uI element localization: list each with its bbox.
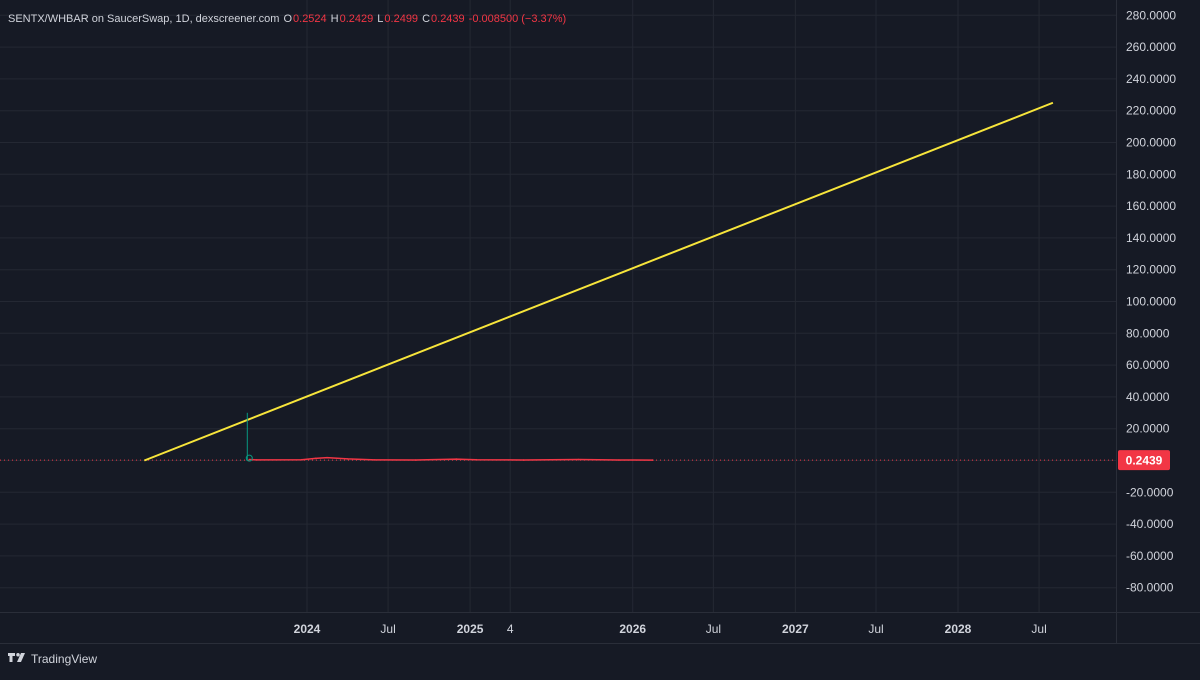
x-tick-label: 2028: [945, 622, 972, 636]
y-tick-label: 120.0000: [1126, 263, 1176, 277]
open-value-group: O 0.2524: [283, 13, 326, 25]
close-label: C: [422, 13, 431, 25]
y-tick-label: 180.0000: [1126, 167, 1176, 181]
x-tick-label: 2027: [782, 622, 809, 636]
low-value-group: L 0.2499: [377, 13, 418, 25]
price-point: [373, 459, 376, 461]
x-tick-label: 4: [507, 622, 514, 636]
close-value-group: C 0.2439: [422, 13, 465, 25]
price-point: [577, 458, 580, 461]
y-tick-label: 160.0000: [1126, 199, 1176, 213]
y-tick-label: 60.0000: [1126, 358, 1170, 372]
price-point: [346, 458, 349, 460]
high-value-group: H 0.2429: [331, 13, 374, 25]
low-label: L: [377, 13, 384, 25]
x-tick-label: Jul: [868, 622, 883, 636]
open-value: 0.2524: [293, 13, 327, 25]
y-tick-label: 240.0000: [1126, 72, 1176, 86]
high-value: 0.2429: [339, 13, 374, 25]
price-point: [248, 458, 251, 461]
grid-layer: [0, 0, 1116, 612]
tradingview-logo-icon: [8, 653, 25, 662]
low-value: 0.2499: [384, 13, 419, 25]
x-tick-label: Jul: [1031, 622, 1046, 636]
y-tick-label: -20.0000: [1126, 485, 1174, 499]
close-value: 0.2439: [431, 13, 465, 25]
x-tick-label: Jul: [380, 622, 395, 636]
price-point: [300, 458, 303, 461]
price-point: [522, 459, 525, 461]
y-tick-label: -60.0000: [1126, 549, 1174, 563]
last-price-label: 0.2439: [1126, 454, 1163, 468]
price-point: [326, 456, 328, 459]
x-tick-label: 2025: [457, 622, 484, 636]
symbol-title[interactable]: SENTX/WHBAR on SaucerSwap, 1D, dexscreen…: [8, 13, 280, 25]
tradingview-branding[interactable]: TradingView: [8, 652, 97, 666]
price-line: [249, 456, 653, 461]
y-tick-label: 80.0000: [1126, 326, 1170, 340]
tradingview-label: TradingView: [31, 652, 98, 666]
y-tick-label: 200.0000: [1126, 136, 1176, 150]
y-tick-label: 40.0000: [1126, 390, 1170, 404]
axis-layer: 280.0000 260.0000 240.0000 220.0000 200.0000…: [0, 0, 1200, 644]
y-tick-label: -40.0000: [1126, 517, 1174, 531]
x-tick-label: 2024: [294, 622, 321, 636]
y-tick-label: 280.0000: [1126, 8, 1176, 22]
change-value: -0.008500 (−3.37%): [468, 13, 567, 25]
y-tick-label: -80.0000: [1126, 581, 1174, 595]
price-point: [255, 459, 258, 461]
trendline: [143, 101, 1054, 462]
price-point: [414, 459, 417, 461]
price-spike-marker: [245, 454, 253, 462]
y-tick-label: 20.0000: [1126, 422, 1170, 436]
chart-legend: SENTX/WHBAR on SaucerSwap, 1D, dexscreen…: [8, 13, 566, 25]
price-point: [314, 457, 317, 460]
y-tick-label: 260.0000: [1126, 40, 1176, 54]
price-point: [475, 458, 478, 461]
y-tick-label: 100.0000: [1126, 295, 1176, 309]
x-tick-label: Jul: [706, 622, 721, 636]
y-tick-label: 140.0000: [1126, 231, 1176, 245]
open-label: O: [283, 13, 293, 25]
price-point: [618, 459, 620, 461]
last-price-badge: [1118, 450, 1170, 471]
price-point: [651, 459, 654, 461]
x-tick-label: 2026: [619, 622, 646, 636]
high-label: H: [330, 13, 339, 25]
y-tick-label: 220.0000: [1126, 104, 1176, 118]
series-layer: [0, 101, 1116, 462]
price-point: [455, 458, 458, 460]
